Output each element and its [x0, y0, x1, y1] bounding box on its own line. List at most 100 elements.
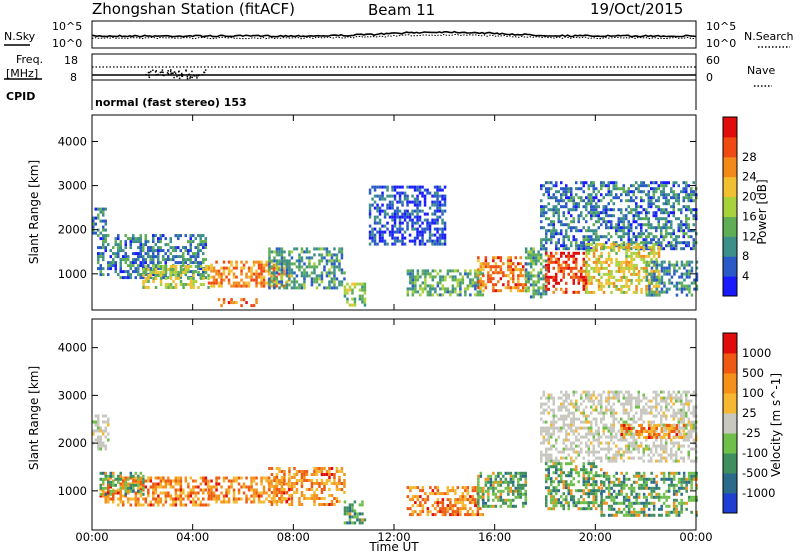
heatmap-cell	[199, 240, 202, 244]
heatmap-cell	[401, 191, 404, 195]
heatmap-cell	[487, 477, 490, 481]
heatmap-cell	[605, 399, 608, 403]
heatmap-cell	[570, 226, 573, 230]
heatmap-cell	[685, 396, 688, 400]
heatmap-cell	[348, 521, 352, 525]
heatmap-cell	[129, 503, 133, 507]
heatmap-cell	[607, 275, 611, 279]
heatmap-cell	[421, 269, 425, 273]
heatmap-cell	[328, 503, 331, 506]
heatmap-cell	[567, 187, 570, 191]
heatmap-cell	[424, 275, 427, 279]
heatmap-cell	[273, 250, 276, 254]
heatmap-cell	[547, 196, 550, 200]
heatmap-cell	[426, 227, 429, 231]
heatmap-cell	[464, 293, 467, 297]
heatmap-cell	[250, 500, 253, 504]
heatmap-cell	[381, 209, 384, 213]
heatmap-cell	[675, 238, 678, 242]
heatmap-cell	[199, 488, 203, 492]
heatmap-cell	[129, 246, 132, 250]
heatmap-cell	[240, 269, 243, 273]
heatmap-cell	[318, 482, 321, 485]
heatmap-cell	[99, 237, 102, 241]
heatmap-cell	[202, 497, 205, 501]
heatmap-cell	[396, 191, 399, 195]
heatmap-cell	[202, 491, 205, 495]
heatmap-cell	[280, 253, 284, 257]
heatmap-cell	[169, 252, 172, 256]
heatmap-cell	[620, 260, 623, 264]
heatmap-cell	[645, 214, 648, 218]
heatmap-cell	[202, 252, 205, 256]
heatmap-cell	[421, 209, 424, 213]
heatmap-cell	[320, 271, 324, 275]
heatmap-cell	[607, 202, 610, 206]
heatmap-cell	[335, 497, 339, 500]
heatmap-cell	[635, 196, 638, 200]
heatmap-cell	[582, 281, 585, 285]
heatmap-cell	[461, 486, 465, 490]
heatmap-cell	[421, 498, 425, 502]
heatmap-cell	[565, 190, 568, 194]
heatmap-cell	[169, 277, 173, 280]
heatmap-cell	[386, 212, 389, 216]
heatmap-cell	[433, 200, 437, 204]
heatmap-cell	[182, 268, 185, 271]
heatmap-cell	[99, 444, 102, 448]
heatmap-cell	[441, 236, 444, 240]
heatmap-cell	[436, 188, 439, 192]
heatmap-cell	[139, 485, 143, 489]
heatmap-cell	[590, 399, 593, 403]
heatmap-cell	[433, 227, 437, 231]
heatmap-cell	[157, 274, 160, 277]
heatmap-cell	[212, 494, 216, 498]
heatmap-cell	[585, 202, 588, 206]
heatmap-cell	[655, 199, 658, 203]
heatmap-cell	[560, 251, 563, 255]
heatmap-cell	[640, 190, 643, 194]
heatmap-cell	[570, 269, 573, 273]
heatmap-cell	[630, 208, 633, 212]
heatmap-cell	[215, 269, 218, 273]
heatmap-cell	[557, 263, 560, 267]
heatmap-cell	[590, 238, 593, 242]
heatmap-cell	[260, 272, 263, 276]
heatmap-cell	[652, 187, 655, 191]
heatmap-cell	[625, 251, 628, 255]
heatmap-cell	[677, 199, 680, 203]
heatmap-cell	[677, 423, 680, 427]
colorbar-swatch	[723, 236, 737, 257]
heatmap-cell	[174, 494, 178, 498]
heatmap-cell	[268, 250, 271, 254]
heatmap-cell	[313, 467, 316, 470]
heatmap-cell	[361, 512, 364, 516]
heatmap-cell	[278, 280, 281, 284]
heatmap-cell	[662, 184, 665, 188]
heatmap-cell	[585, 435, 588, 439]
heatmap-cell	[605, 453, 608, 457]
heatmap-cell	[600, 187, 603, 191]
heatmap-cell	[690, 281, 694, 285]
heatmap-cell	[308, 488, 311, 491]
heatmap-cell	[607, 232, 610, 236]
heatmap-cell	[572, 257, 575, 261]
heatmap-cell	[545, 278, 548, 282]
heatmap-cell	[663, 284, 666, 288]
heatmap-cell	[695, 266, 699, 270]
heatmap-cell	[527, 289, 530, 293]
heatmap-cell	[517, 283, 520, 287]
heatmap-cell	[194, 485, 198, 489]
heatmap-cell	[255, 476, 258, 480]
heatmap-cell	[320, 470, 324, 473]
heatmap-cell	[610, 248, 613, 252]
heatmap-cell	[169, 237, 172, 241]
heatmap-cell	[99, 219, 102, 223]
heatmap-cell	[340, 283, 344, 287]
heatmap-cell	[492, 271, 495, 275]
heatmap-cell	[542, 277, 545, 281]
heatmap-cell	[519, 271, 522, 275]
heatmap-cell	[255, 278, 258, 282]
heatmap-cell	[567, 247, 570, 251]
heatmap-cell	[398, 221, 402, 225]
